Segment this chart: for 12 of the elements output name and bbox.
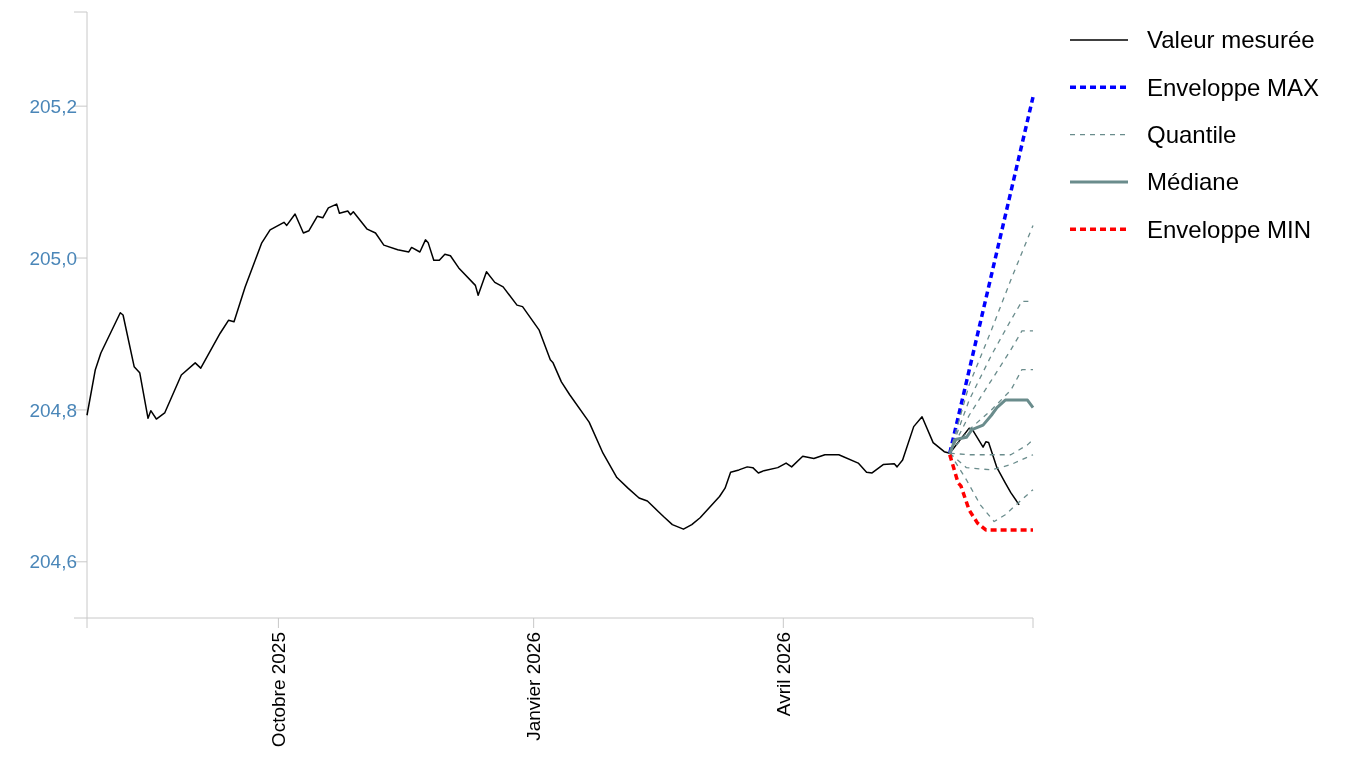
x-tick-label: Avril 2026: [772, 632, 794, 717]
y-tick-label: 204,8: [29, 399, 77, 421]
legend-label: Enveloppe MIN: [1147, 215, 1312, 243]
y-tick-label: 204,6: [29, 551, 77, 573]
x-tick-label: Janvier 2026: [523, 632, 545, 741]
legend-label: Valeur mesurée: [1147, 26, 1315, 54]
x-tick-label: Octobre 2025: [268, 632, 290, 748]
y-tick-label: 205,0: [29, 247, 77, 269]
legend-label: Quantile: [1147, 121, 1237, 148]
y-tick-label: 205,2: [29, 95, 77, 117]
legend-label: Enveloppe MAX: [1147, 73, 1320, 101]
legend-label: Médiane: [1147, 168, 1240, 196]
